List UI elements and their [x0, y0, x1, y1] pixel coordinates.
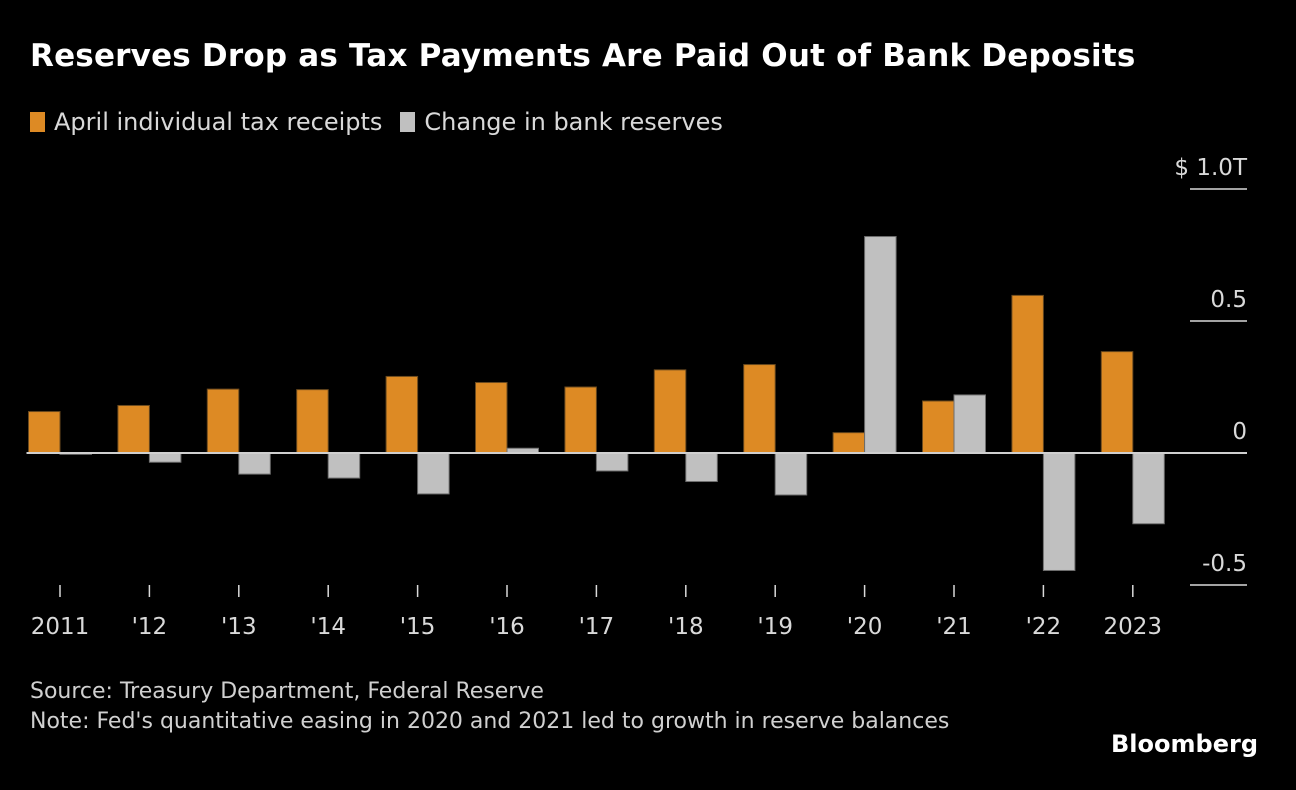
x-tick-label: '22 [1026, 614, 1062, 640]
legend-label-bank-reserves: Change in bank reserves [424, 108, 723, 136]
bar-reserve-change-22 [1042, 452, 1076, 571]
x-tick-label: '15 [400, 614, 436, 640]
bar-reserve-change-18 [685, 452, 718, 483]
bar-tax-receipts-22 [1011, 294, 1044, 454]
x-tick-label: 2011 [31, 614, 90, 640]
bar-tax-receipts-2023 [1100, 351, 1134, 454]
x-tick-label: '17 [579, 614, 615, 640]
bar-reserve-change-15 [417, 452, 450, 495]
bloomberg-logo: Bloomberg [1111, 730, 1258, 758]
source-note: Source: Treasury Department, Federal Res… [30, 679, 544, 704]
y-tick-label: 0.5 [1210, 287, 1247, 313]
legend-swatch-bank-reserves [400, 112, 416, 132]
legend-item-tax-receipts: April individual tax receipts [30, 108, 382, 136]
bar-reserve-change-21 [953, 394, 986, 454]
bar-reserve-change-17 [595, 452, 629, 472]
bar-reserve-change-14 [327, 452, 361, 479]
bar-tax-receipts-19 [743, 364, 776, 454]
y-tick-label: 0 [1232, 419, 1247, 445]
legend: April individual tax receipts Change in … [30, 108, 741, 136]
chart-title: Reserves Drop as Tax Payments Are Paid O… [30, 38, 1136, 74]
footnote: Note: Fed's quantitative easing in 2020 … [30, 709, 950, 734]
x-tick-label: '13 [221, 614, 257, 640]
x-tick-label: '21 [936, 614, 972, 640]
bar-tax-receipts-16 [475, 382, 508, 454]
bar-tax-receipts-20 [832, 432, 866, 454]
y-tick-label: $ 1.0T [1174, 155, 1248, 181]
x-tick-label: '12 [132, 614, 168, 640]
bar-reserve-change-19 [774, 452, 808, 496]
x-tick-label: '16 [489, 614, 525, 640]
bar-reserve-change-2023 [1132, 452, 1165, 525]
x-tick-label: 2023 [1104, 614, 1163, 640]
bar-tax-receipts-17 [564, 386, 597, 454]
footer: Source: Treasury Department, Federal Res… [30, 677, 980, 737]
x-tick-label: '19 [757, 614, 793, 640]
x-tick-label: '18 [668, 614, 704, 640]
bar-tax-receipts-14 [296, 389, 329, 454]
bar-tax-receipts-2011 [28, 411, 61, 454]
bar-tax-receipts-13 [206, 388, 240, 454]
legend-swatch-tax-receipts [30, 112, 45, 132]
bar-tax-receipts-12 [117, 404, 150, 454]
legend-item-bank-reserves: Change in bank reserves [400, 108, 723, 136]
bar-reserve-change-20 [864, 236, 897, 454]
bar-tax-receipts-21 [922, 400, 955, 454]
x-tick-label: '20 [847, 614, 883, 640]
legend-label-tax-receipts: April individual tax receipts [54, 108, 383, 136]
x-tick-label: '14 [310, 614, 346, 640]
bar-reserve-change-12 [148, 452, 182, 463]
y-tick-label: -0.5 [1202, 551, 1247, 577]
bar-tax-receipts-15 [385, 375, 419, 454]
bar-tax-receipts-18 [653, 369, 687, 454]
bar-reserve-change-13 [238, 452, 271, 475]
